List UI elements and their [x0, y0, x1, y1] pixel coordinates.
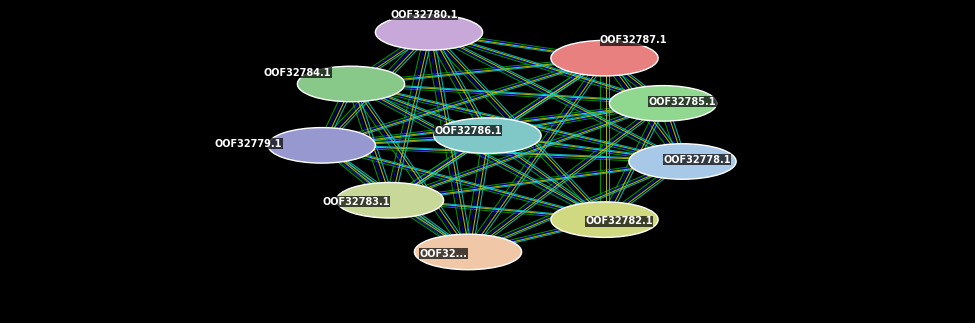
Circle shape	[629, 144, 736, 179]
Text: OOF32784.1: OOF32784.1	[263, 68, 332, 78]
Circle shape	[336, 182, 444, 218]
Circle shape	[375, 15, 483, 50]
Text: OOF32783.1: OOF32783.1	[322, 197, 390, 207]
Circle shape	[414, 234, 522, 270]
Text: OOF32...: OOF32...	[419, 249, 468, 258]
Circle shape	[551, 202, 658, 237]
Circle shape	[297, 66, 405, 102]
Text: OOF32786.1: OOF32786.1	[434, 126, 502, 136]
Circle shape	[434, 118, 541, 153]
Text: OOF32778.1: OOF32778.1	[663, 155, 731, 165]
Text: OOF32787.1: OOF32787.1	[600, 36, 668, 45]
Text: OOF32780.1: OOF32780.1	[390, 10, 458, 19]
Text: OOF32779.1: OOF32779.1	[214, 139, 283, 149]
Circle shape	[551, 40, 658, 76]
Text: OOF32785.1: OOF32785.1	[648, 97, 717, 107]
Circle shape	[268, 128, 375, 163]
Circle shape	[609, 86, 717, 121]
Text: OOF32782.1: OOF32782.1	[585, 216, 653, 226]
